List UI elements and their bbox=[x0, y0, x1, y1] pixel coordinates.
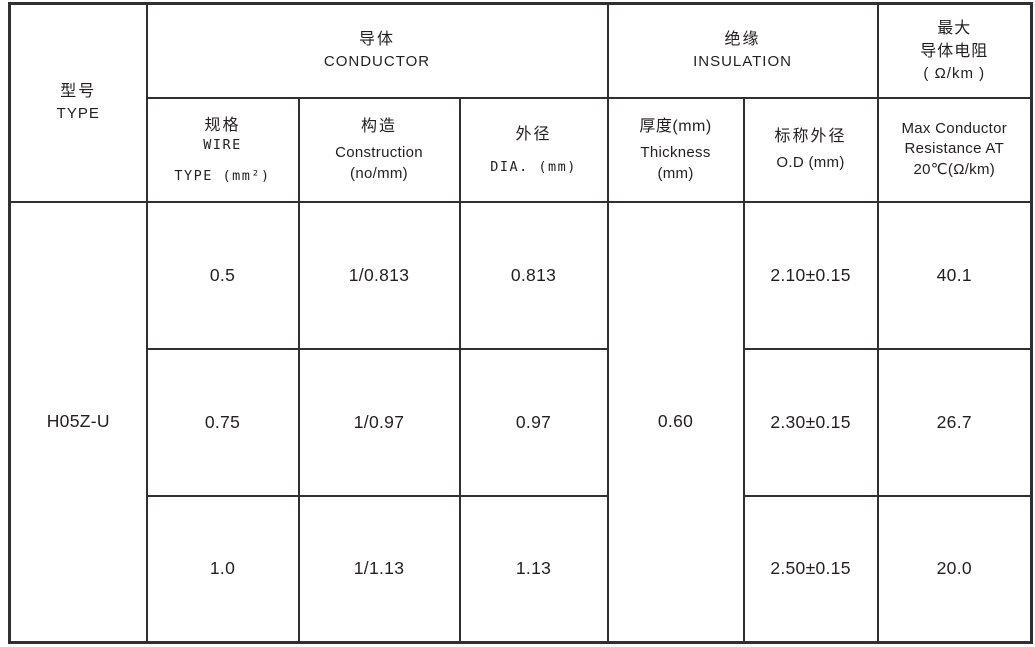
cell-od-1: 2.10±0.15 bbox=[742, 200, 879, 350]
header-dia-en: DIA. (mm) bbox=[490, 158, 577, 175]
header-row-groups: 型号 TYPE 导体 CONDUCTOR 绝缘 INSULATION 最大 导体… bbox=[8, 2, 1033, 203]
data-row-1: H05Z-U 0.5 1/0.813 0.813 0.60 2.10±0.15 … bbox=[8, 200, 1033, 644]
cell-wire-2: 0.75 bbox=[145, 347, 300, 497]
data-row-3: 1.0 1/1.13 1.13 2.50±0.15 20.0 bbox=[10, 494, 1033, 644]
header-od-en: O.D (mm) bbox=[776, 154, 845, 172]
header-construction-en1: Construction bbox=[335, 144, 423, 162]
header-dia-cell: 外径 DIA. (mm) bbox=[458, 96, 609, 203]
cell-construction-1: 1/0.813 bbox=[297, 200, 461, 350]
header-max-resistance-en-line2: Resistance AT bbox=[904, 140, 1005, 158]
cell-od-3: 2.50±0.15 bbox=[742, 494, 879, 644]
header-thickness-en2: (mm) bbox=[657, 164, 694, 182]
header-type-en: TYPE bbox=[56, 105, 100, 123]
header-row-columns: 规格 WIRE TYPE (mm²) 构造 Construction (no/m… bbox=[10, 96, 1033, 203]
header-max-resistance-cell: 最大 导体电阻 ( Ω/km ) bbox=[876, 2, 1033, 99]
cell-resistance-3: 20.0 bbox=[876, 494, 1033, 644]
header-conductor-zh: 导体 bbox=[359, 31, 396, 49]
header-wire-zh: 规格 bbox=[204, 116, 241, 134]
header-od-zh: 标称外径 bbox=[774, 128, 847, 146]
header-type-zh: 型号 bbox=[60, 83, 97, 101]
header-construction-zh: 构造 bbox=[360, 118, 397, 136]
header-od-cell: 标称外径 O.D (mm) bbox=[742, 96, 879, 203]
cable-spec-table: 型号 TYPE 导体 CONDUCTOR 绝缘 INSULATION 最大 导体… bbox=[8, 2, 1034, 644]
header-conductor-en: CONDUCTOR bbox=[323, 53, 431, 71]
header-wire-en1: WIRE bbox=[203, 137, 242, 154]
cell-wire-1: 0.5 bbox=[145, 200, 300, 350]
header-construction-en2: (no/mm) bbox=[350, 164, 408, 182]
cell-type-value: H05Z-U bbox=[8, 200, 148, 644]
header-max-resistance-en-line3: 20℃(Ω/km) bbox=[913, 160, 996, 178]
header-thickness-zh: 厚度(mm) bbox=[639, 118, 712, 136]
header-insulation-zh: 绝缘 bbox=[724, 31, 761, 49]
header-max-resistance-line3: ( Ω/km ) bbox=[923, 65, 986, 83]
header-max-resistance-line1: 最大 bbox=[937, 19, 972, 37]
header-insulation-en: INSULATION bbox=[693, 53, 792, 71]
header-conductor-cell: 导体 CONDUCTOR bbox=[145, 2, 609, 99]
cell-dia-1: 0.813 bbox=[458, 200, 609, 350]
cell-thickness-value: 0.60 bbox=[606, 200, 745, 644]
header-max-resistance-line2: 导体电阻 bbox=[920, 42, 989, 60]
header-thickness-cell: 厚度(mm) Thickness (mm) bbox=[606, 96, 745, 203]
data-row-2: 0.75 1/0.97 0.97 2.30±0.15 26.7 bbox=[10, 347, 1033, 497]
header-construction-cell: 构造 Construction (no/mm) bbox=[297, 96, 461, 203]
header-dia-zh: 外径 bbox=[515, 125, 552, 143]
cell-od-2: 2.30±0.15 bbox=[742, 347, 879, 497]
cell-resistance-1: 40.1 bbox=[876, 200, 1033, 350]
cell-construction-2: 1/0.97 bbox=[297, 347, 461, 497]
header-max-resistance-en-line1: Max Conductor bbox=[901, 120, 1008, 138]
header-wire-cell: 规格 WIRE TYPE (mm²) bbox=[145, 96, 300, 203]
header-max-resistance-en-cell: Max Conductor Resistance AT 20℃(Ω/km) bbox=[876, 96, 1033, 203]
cell-dia-3: 1.13 bbox=[458, 494, 609, 644]
cell-wire-3: 1.0 bbox=[145, 494, 300, 644]
header-wire-en2: TYPE (mm²) bbox=[174, 167, 271, 184]
header-insulation-cell: 绝缘 INSULATION bbox=[606, 2, 879, 99]
cell-construction-3: 1/1.13 bbox=[297, 494, 461, 644]
header-type-cell: 型号 TYPE bbox=[8, 2, 148, 203]
cell-dia-2: 0.97 bbox=[458, 347, 609, 497]
header-thickness-en1: Thickness bbox=[640, 144, 711, 162]
cell-resistance-2: 26.7 bbox=[876, 347, 1033, 497]
